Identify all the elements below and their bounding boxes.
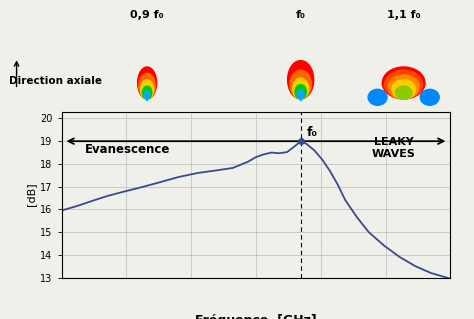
Text: LEAKY
WAVES: LEAKY WAVES [372,137,416,159]
Text: 1,1 f₀: 1,1 f₀ [387,10,420,19]
Text: Fréquence  [GHz]: Fréquence [GHz] [195,314,317,319]
Text: f₀: f₀ [307,126,318,139]
Text: 0,9 f₀: 0,9 f₀ [130,10,164,19]
Text: Evanescence: Evanescence [85,143,170,156]
Text: Direction axiale: Direction axiale [9,76,102,86]
Text: f₀: f₀ [296,10,306,19]
Y-axis label: [dB]: [dB] [26,183,36,206]
